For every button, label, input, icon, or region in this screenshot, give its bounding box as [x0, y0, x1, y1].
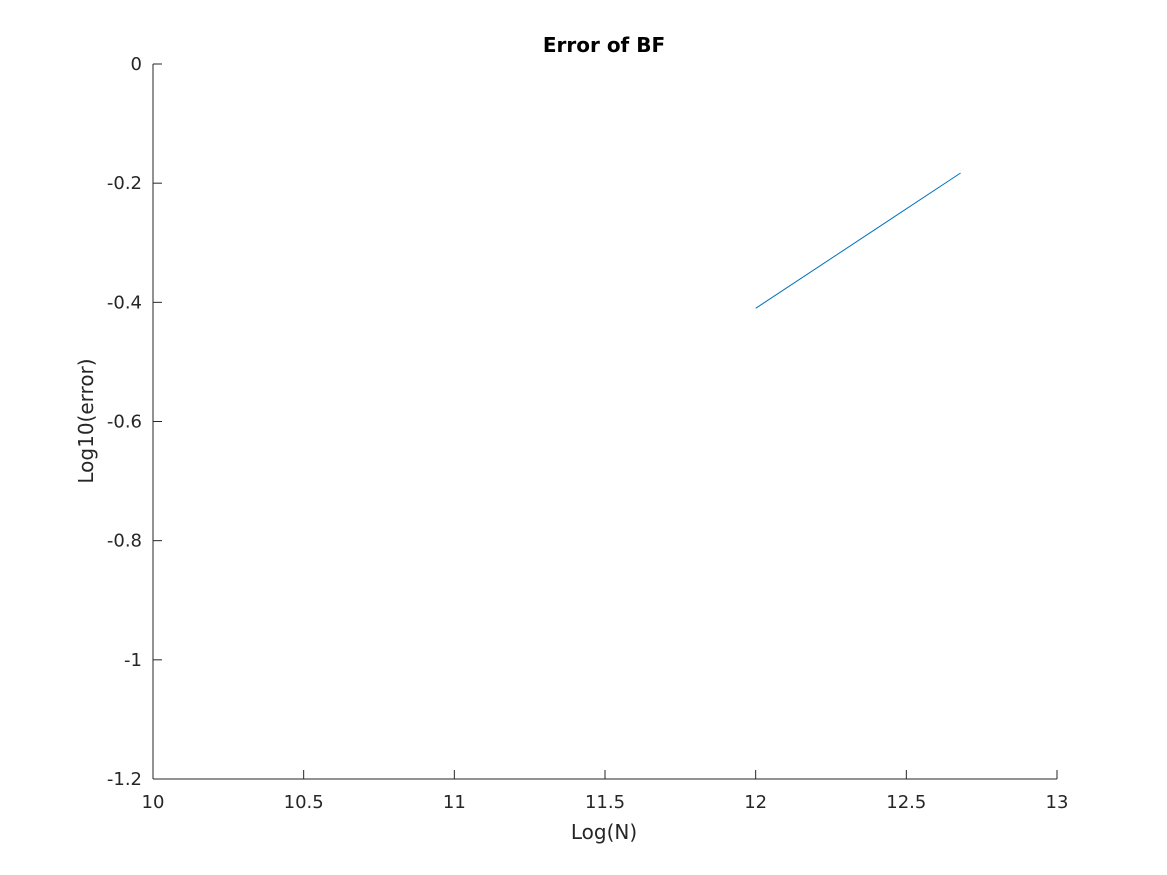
y-tick-label: -0.2: [107, 173, 142, 194]
series-line: [755, 172, 961, 309]
x-tick-label: 11: [443, 792, 466, 813]
x-tick-label: 11.5: [585, 792, 625, 813]
y-tick-label: -1.2: [107, 769, 142, 790]
x-tick-label: 13: [1046, 792, 1069, 813]
y-tick-label: -0.6: [107, 412, 142, 433]
x-axis-label: Log(N): [571, 820, 637, 844]
y-axis-ticks: 0 -0.2 -0.4 -0.6 -0.8 -1 -1.2: [107, 54, 162, 790]
y-tick-label: -0.8: [107, 531, 142, 552]
chart-title: Error of BF: [543, 33, 665, 57]
x-tick-label: 10: [142, 792, 165, 813]
y-axis-label: Log10(error): [74, 358, 98, 483]
y-tick-label: 0: [131, 54, 142, 75]
y-tick-label: -0.4: [107, 292, 142, 313]
x-tick-label: 10.5: [284, 792, 324, 813]
series-group: [755, 172, 961, 309]
x-tick-label: 12.5: [886, 792, 926, 813]
y-tick-label: -1: [124, 650, 142, 671]
x-tick-label: 12: [744, 792, 767, 813]
x-axis-ticks: 10 10.5 11 11.5 12 12.5 13: [142, 770, 1069, 813]
